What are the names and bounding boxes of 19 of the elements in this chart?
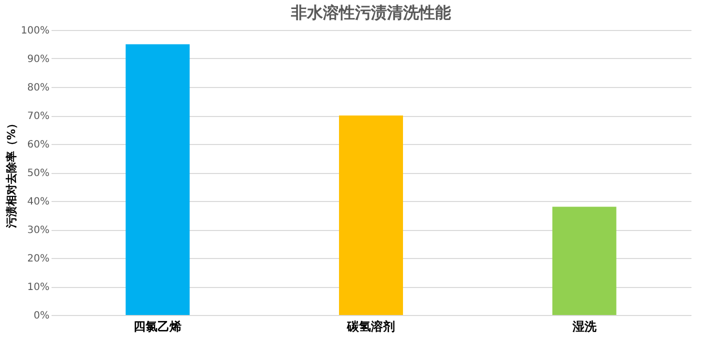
x-tick-label: 湿洗	[571, 320, 598, 334]
y-tick-label: 0%	[34, 310, 50, 322]
y-axis-title: 污渍相对去除率（%）	[4, 118, 18, 230]
y-tick-label: 50%	[27, 168, 50, 179]
y-tick-label: 70%	[27, 111, 50, 122]
y-tick-label: 20%	[27, 254, 50, 264]
y-tick-label: 90%	[27, 54, 50, 65]
y-tick-label: 60%	[27, 140, 50, 150]
bar	[339, 116, 403, 315]
bar	[552, 206, 616, 315]
y-tick-label: 40%	[27, 196, 50, 208]
y-tick-label: 80%	[27, 82, 50, 94]
y-tick-label: 100%	[20, 26, 50, 36]
bar	[126, 44, 190, 315]
chart-title: 非水溶性污渍清洗性能	[290, 3, 451, 22]
y-tick-label: 10%	[27, 282, 50, 293]
x-tick-label: 碳氢溶剂	[346, 320, 395, 334]
y-tick-label: 30%	[27, 225, 50, 236]
x-tick-label: 四氯乙烯	[134, 320, 182, 334]
